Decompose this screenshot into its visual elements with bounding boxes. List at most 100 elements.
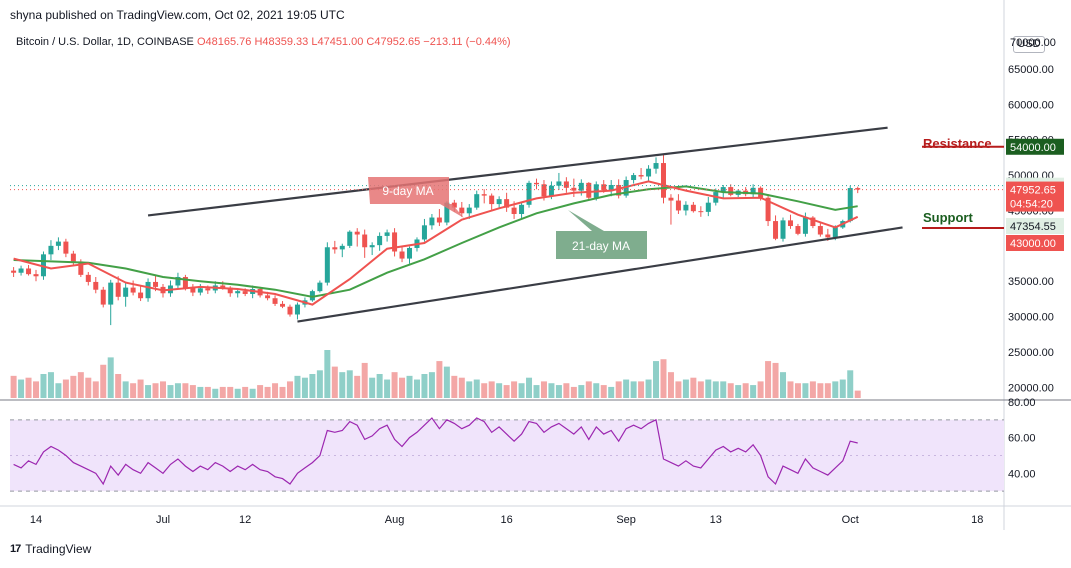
volume-bar — [443, 366, 450, 398]
volume-bar — [787, 381, 794, 398]
candle-body — [205, 288, 211, 291]
candle-body — [369, 245, 375, 248]
volume-bar — [346, 370, 353, 398]
currency-button[interactable]: USD — [1013, 36, 1045, 53]
volume-bar — [219, 386, 226, 398]
candle-body — [698, 211, 704, 213]
volume-bar — [40, 374, 47, 398]
candle-body — [145, 281, 151, 299]
volume-bar — [727, 383, 734, 398]
volume-bar — [137, 379, 144, 398]
candle-body — [578, 182, 584, 191]
volume-bar — [608, 386, 615, 398]
volume-bar — [160, 381, 166, 398]
candle-body — [608, 184, 614, 190]
ma9-callout — [368, 177, 449, 204]
volume-bar — [720, 381, 727, 398]
candle-body — [668, 197, 674, 201]
volume-bar — [92, 381, 99, 398]
axes: 70000.00 20000.00 25000.00 30000.00 35000.00… — [30, 37, 1064, 526]
candle-body — [541, 184, 547, 197]
volume-bar — [511, 381, 518, 398]
volume-bar — [645, 379, 652, 398]
candle-body — [586, 182, 592, 198]
low-price-tag — [1006, 218, 1064, 234]
volume-bar — [331, 366, 338, 398]
candle-body — [407, 247, 413, 259]
volume-bar — [428, 372, 435, 398]
candle-body — [787, 220, 793, 227]
x-tick-label: 18 — [971, 514, 983, 526]
volume-bar — [458, 377, 465, 398]
candle-body — [526, 182, 532, 205]
volume-bar — [376, 374, 383, 398]
volume-bar — [473, 379, 480, 398]
volume-bar — [735, 385, 742, 398]
candle-body — [392, 232, 398, 252]
channel-upper-line — [147, 126, 888, 217]
ohlc-change: −213.11 (−0.44%) — [423, 36, 511, 48]
volume-bar — [354, 375, 361, 398]
volume-bar — [563, 383, 570, 398]
candle-body — [660, 163, 666, 198]
volume-bar — [839, 379, 846, 398]
volume-bar — [600, 385, 607, 398]
candle-body — [683, 204, 689, 211]
volume-bar — [481, 383, 488, 398]
volume-bar — [540, 381, 547, 398]
last-price-tag — [1006, 181, 1064, 212]
volume-bar — [47, 372, 54, 398]
candle-body — [459, 207, 465, 214]
candle-body — [280, 303, 286, 307]
candle-body — [601, 184, 607, 190]
volume-bar — [85, 377, 92, 398]
candle-body — [332, 247, 338, 250]
candle-body — [85, 274, 91, 282]
candle-body — [616, 184, 622, 196]
candle-body — [309, 291, 315, 301]
volume-bar — [399, 377, 406, 398]
candle-body — [33, 274, 39, 277]
volume-bar — [742, 383, 749, 398]
ohlc-low: L47451.00 — [311, 36, 364, 48]
y-tick-label: 60000.00 — [1008, 99, 1054, 111]
ohlc-high: H48359.33 — [254, 36, 309, 48]
volume-bar — [174, 383, 181, 398]
candle-body — [466, 207, 472, 214]
candle-body — [153, 281, 159, 287]
volume-bar — [757, 381, 764, 398]
volume-bar — [555, 385, 562, 398]
volume-bar — [294, 375, 301, 398]
volume-bar — [130, 383, 137, 398]
volume-bar — [653, 361, 660, 398]
volume-bar — [301, 377, 308, 398]
rsi-band — [10, 419, 1004, 492]
volume-bar — [316, 370, 323, 398]
support-price-tag-text: 43000.00 — [1010, 238, 1056, 250]
candle-body — [100, 289, 106, 305]
volume-bar — [697, 381, 704, 398]
volume-bar — [189, 385, 196, 398]
x-tick-label: 14 — [30, 514, 42, 526]
candle-body — [474, 194, 480, 208]
volume-bar — [705, 379, 712, 398]
volume-bar — [682, 379, 689, 398]
volume-bar — [593, 383, 600, 398]
resistance-price-tag — [1006, 138, 1064, 155]
candle-body — [265, 295, 271, 299]
volume-bar — [548, 383, 555, 398]
candle-body — [93, 281, 99, 290]
ma21-callout-text: 21-day MA — [572, 239, 630, 253]
rsi-tick-label: 40.00 — [1008, 468, 1036, 480]
x-tick-label: Sep — [616, 514, 636, 526]
candle-body — [795, 226, 801, 234]
volume-bar — [413, 379, 420, 398]
candle-body — [511, 207, 517, 214]
volume-bar — [361, 362, 368, 398]
candle-body — [481, 194, 487, 196]
candle-body — [810, 217, 816, 227]
y-tick-label: 20000.00 — [1008, 382, 1054, 394]
volume-bar — [115, 374, 122, 398]
candle-body — [272, 298, 278, 304]
